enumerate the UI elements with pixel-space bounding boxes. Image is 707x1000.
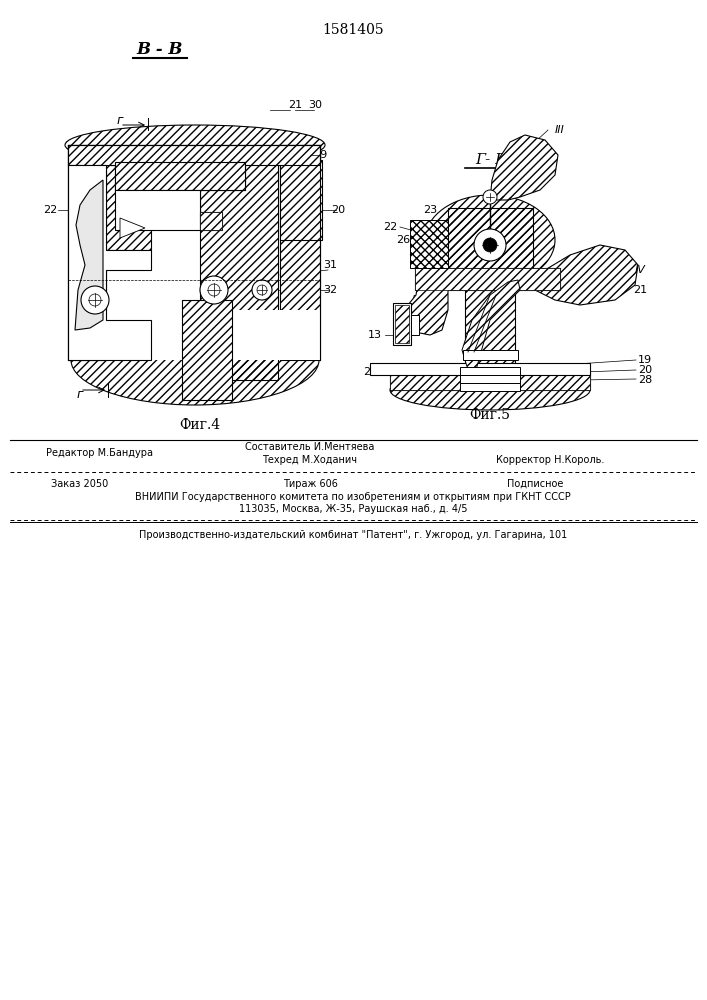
Bar <box>393 303 411 345</box>
Text: I: I <box>414 305 416 315</box>
Bar <box>115 190 200 230</box>
Bar <box>460 375 520 383</box>
Text: Заказ 2050: Заказ 2050 <box>52 479 109 489</box>
Bar <box>115 162 245 190</box>
Polygon shape <box>490 135 558 200</box>
Polygon shape <box>120 218 145 238</box>
Circle shape <box>81 286 109 314</box>
Text: III: III <box>555 125 565 135</box>
Text: 23: 23 <box>423 205 437 215</box>
Bar <box>200 160 278 380</box>
Text: 27: 27 <box>363 367 377 377</box>
Text: Составитель И.Ментяева: Составитель И.Ментяева <box>245 442 375 452</box>
Bar <box>460 367 520 375</box>
Bar <box>415 268 560 290</box>
Bar <box>68 310 320 360</box>
Bar <box>390 370 590 390</box>
Text: 30: 30 <box>308 100 322 110</box>
Text: 20: 20 <box>638 365 652 375</box>
Text: 22: 22 <box>383 222 397 232</box>
Text: 21: 21 <box>288 100 302 110</box>
Circle shape <box>200 276 228 304</box>
Text: Г- Г: Г- Г <box>475 153 505 167</box>
Text: Фиг.5: Фиг.5 <box>469 408 510 422</box>
Bar <box>460 383 520 391</box>
Bar <box>465 250 515 370</box>
Polygon shape <box>462 280 520 370</box>
Text: 113035, Москва, Ж-35, Раушская наб., д. 4/5: 113035, Москва, Ж-35, Раушская наб., д. … <box>239 504 467 514</box>
Polygon shape <box>403 272 448 335</box>
Text: 26: 26 <box>396 235 410 245</box>
Text: г: г <box>117 113 123 126</box>
Text: 24: 24 <box>408 247 422 257</box>
Ellipse shape <box>390 370 590 410</box>
Bar <box>390 370 590 390</box>
Text: 28: 28 <box>638 375 652 385</box>
Bar <box>415 268 560 290</box>
Text: Редактор М.Бандура: Редактор М.Бандура <box>47 448 153 458</box>
Text: Фиг.4: Фиг.4 <box>180 418 221 432</box>
Text: IV: IV <box>635 265 645 275</box>
Text: B - B: B - B <box>137 41 183 58</box>
Bar <box>200 212 222 230</box>
Bar <box>395 305 409 343</box>
Text: 20: 20 <box>331 205 345 215</box>
Polygon shape <box>68 165 151 360</box>
Text: 19: 19 <box>638 355 652 365</box>
Circle shape <box>474 229 506 261</box>
Circle shape <box>252 280 272 300</box>
Text: Тираж 606: Тираж 606 <box>283 479 337 489</box>
Bar <box>463 350 518 360</box>
Text: 32: 32 <box>323 285 337 295</box>
Text: II: II <box>411 295 419 305</box>
Ellipse shape <box>65 125 325 165</box>
Polygon shape <box>75 180 103 330</box>
Text: 31: 31 <box>323 260 337 270</box>
Bar <box>280 160 322 240</box>
Polygon shape <box>530 245 638 305</box>
Bar <box>68 145 106 360</box>
Text: ВНИИПИ Государственного комитета по изобретениям и открытиям при ГКНТ СССР: ВНИИПИ Государственного комитета по изоб… <box>135 492 571 502</box>
Text: Корректор Н.Король.: Корректор Н.Король. <box>496 455 604 465</box>
Text: 13: 13 <box>368 330 382 340</box>
Text: 21: 21 <box>633 285 647 295</box>
Bar <box>411 315 419 335</box>
Bar <box>370 363 590 375</box>
Text: 22: 22 <box>43 205 57 215</box>
Bar <box>68 145 320 165</box>
Bar <box>106 165 151 250</box>
Text: Производственно-издательский комбинат "Патент", г. Ужгород, ул. Гагарина, 101: Производственно-издательский комбинат "П… <box>139 530 567 540</box>
Bar <box>68 145 320 165</box>
Text: Подписное: Подписное <box>507 479 563 489</box>
Text: Техред М.Ходанич: Техред М.Ходанич <box>262 455 358 465</box>
Circle shape <box>483 190 497 204</box>
Ellipse shape <box>425 195 555 285</box>
Circle shape <box>483 238 497 252</box>
Bar <box>200 212 222 230</box>
Text: 29: 29 <box>313 150 327 160</box>
Bar <box>182 300 232 400</box>
Bar <box>115 162 245 190</box>
Bar <box>448 208 533 268</box>
Text: г: г <box>76 388 83 401</box>
Bar <box>410 220 448 268</box>
Ellipse shape <box>71 315 319 405</box>
Text: 1581405: 1581405 <box>322 23 384 37</box>
Bar <box>280 145 320 360</box>
